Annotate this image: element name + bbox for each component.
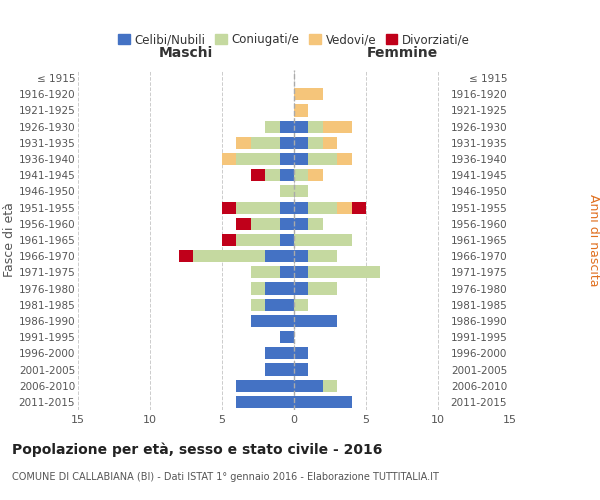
Bar: [280, 266, 294, 278]
Bar: [236, 234, 280, 246]
Bar: [294, 88, 323, 101]
Bar: [280, 234, 294, 246]
Bar: [222, 234, 236, 246]
Bar: [236, 153, 280, 165]
Bar: [251, 282, 265, 294]
Bar: [265, 298, 294, 311]
Bar: [294, 266, 308, 278]
Bar: [236, 137, 251, 149]
Text: Anni di nascita: Anni di nascita: [587, 194, 600, 286]
Bar: [294, 137, 308, 149]
Bar: [294, 120, 308, 132]
Text: Femmine: Femmine: [367, 46, 437, 60]
Bar: [280, 137, 294, 149]
Bar: [323, 380, 337, 392]
Bar: [308, 169, 323, 181]
Bar: [265, 120, 280, 132]
Text: Popolazione per età, sesso e stato civile - 2016: Popolazione per età, sesso e stato civil…: [12, 442, 382, 457]
Bar: [179, 250, 193, 262]
Bar: [280, 218, 294, 230]
Bar: [352, 202, 366, 213]
Bar: [193, 250, 265, 262]
Bar: [251, 218, 280, 230]
Bar: [280, 186, 294, 198]
Bar: [222, 153, 236, 165]
Bar: [294, 202, 308, 213]
Bar: [294, 186, 308, 198]
Bar: [294, 282, 308, 294]
Bar: [294, 218, 308, 230]
Bar: [308, 202, 337, 213]
Bar: [280, 331, 294, 343]
Y-axis label: Fasce di età: Fasce di età: [2, 202, 16, 278]
Bar: [308, 120, 323, 132]
Bar: [265, 169, 280, 181]
Bar: [337, 153, 352, 165]
Bar: [236, 202, 280, 213]
Bar: [280, 202, 294, 213]
Bar: [251, 298, 265, 311]
Bar: [265, 364, 294, 376]
Bar: [265, 348, 294, 360]
Bar: [308, 137, 323, 149]
Bar: [308, 266, 380, 278]
Text: Maschi: Maschi: [159, 46, 213, 60]
Bar: [236, 396, 294, 408]
Bar: [265, 282, 294, 294]
Bar: [251, 137, 280, 149]
Bar: [337, 202, 352, 213]
Bar: [280, 120, 294, 132]
Bar: [251, 266, 280, 278]
Bar: [308, 250, 337, 262]
Text: COMUNE DI CALLABIANA (BI) - Dati ISTAT 1° gennaio 2016 - Elaborazione TUTTITALIA: COMUNE DI CALLABIANA (BI) - Dati ISTAT 1…: [12, 472, 439, 482]
Bar: [222, 202, 236, 213]
Bar: [294, 348, 308, 360]
Bar: [236, 380, 294, 392]
Bar: [308, 218, 323, 230]
Bar: [280, 169, 294, 181]
Bar: [323, 137, 337, 149]
Bar: [280, 153, 294, 165]
Bar: [294, 396, 352, 408]
Bar: [294, 380, 323, 392]
Bar: [294, 315, 337, 327]
Legend: Celibi/Nubili, Coniugati/e, Vedovi/e, Divorziati/e: Celibi/Nubili, Coniugati/e, Vedovi/e, Di…: [113, 28, 475, 50]
Bar: [236, 218, 251, 230]
Bar: [251, 169, 265, 181]
Bar: [251, 315, 294, 327]
Bar: [294, 169, 308, 181]
Bar: [308, 153, 337, 165]
Bar: [294, 104, 308, 117]
Bar: [294, 250, 308, 262]
Bar: [294, 364, 308, 376]
Bar: [294, 234, 352, 246]
Bar: [294, 153, 308, 165]
Bar: [323, 120, 352, 132]
Bar: [294, 298, 308, 311]
Bar: [265, 250, 294, 262]
Bar: [308, 282, 337, 294]
